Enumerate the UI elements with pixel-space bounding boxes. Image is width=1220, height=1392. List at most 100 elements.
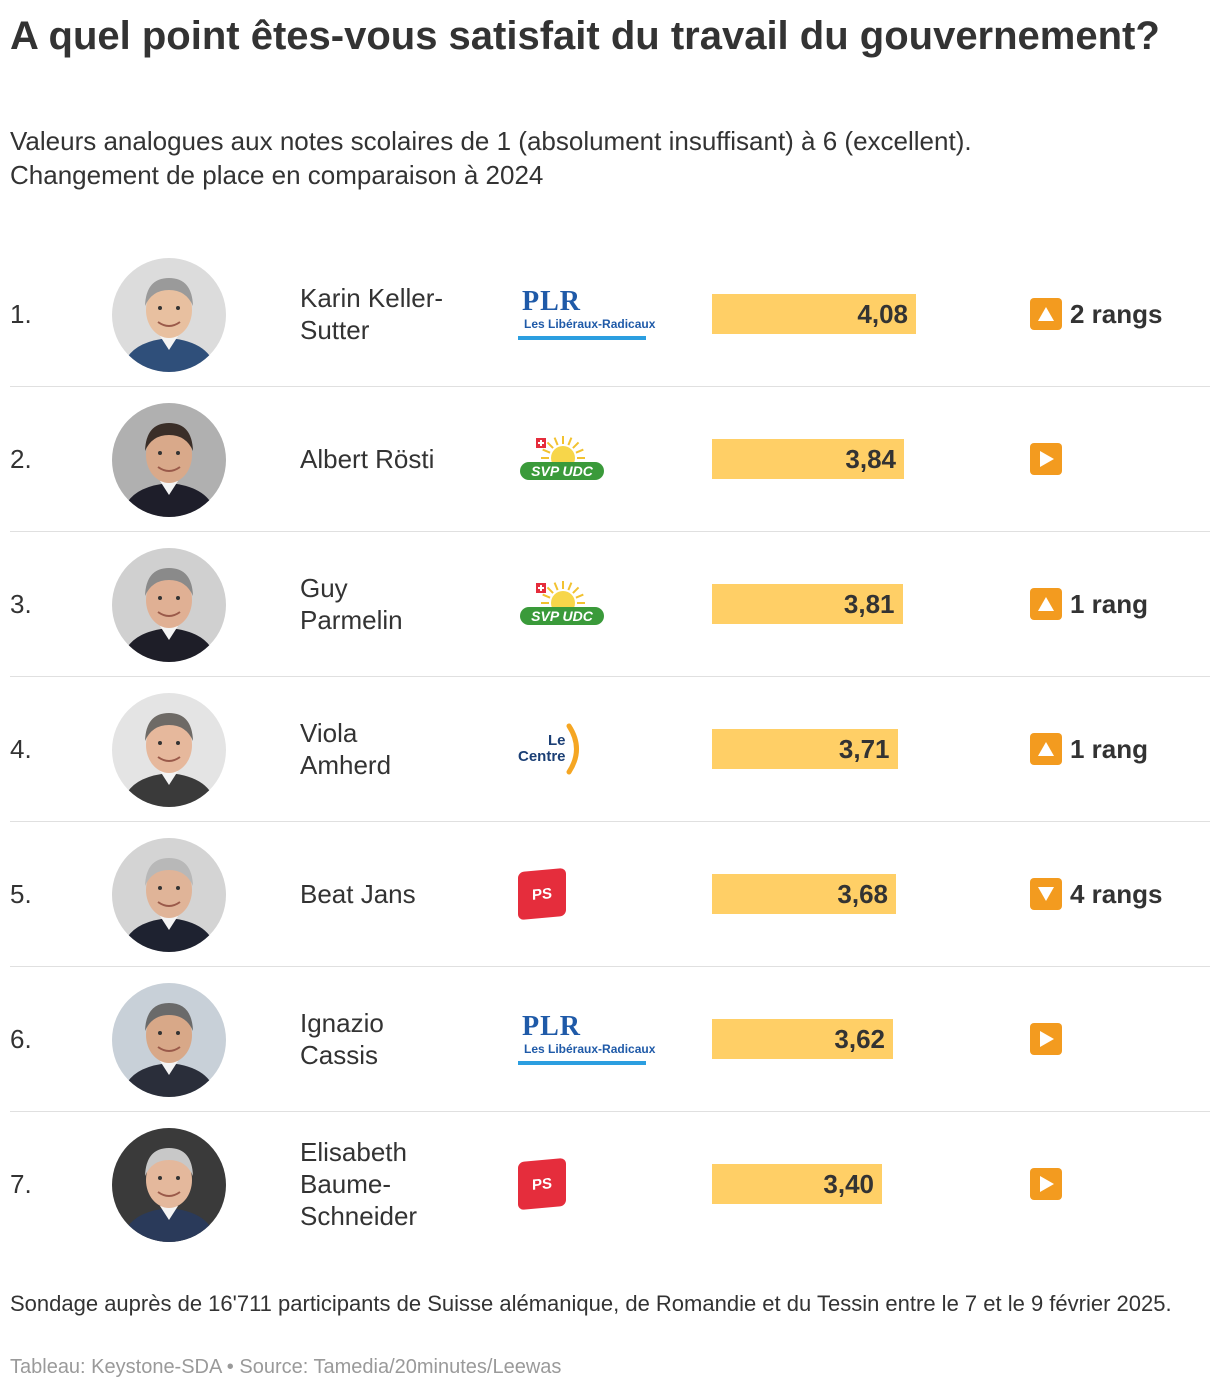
rank-change: 2 rangs xyxy=(1030,242,1163,386)
triangle-shape xyxy=(1040,451,1054,467)
portrait-smile xyxy=(157,321,181,327)
subtitle-line-1: Valeurs analogues aux notes scolaires de… xyxy=(10,126,972,156)
svp-banner xyxy=(520,607,604,625)
score-value-label: 3,81 xyxy=(843,589,895,619)
portrait-illustration xyxy=(112,258,226,372)
triangle-down-icon xyxy=(1038,887,1054,901)
portrait-smile xyxy=(157,611,181,617)
portrait-photo xyxy=(112,693,226,807)
triangle-shape xyxy=(1040,1031,1054,1047)
score-bar: 3,68 xyxy=(712,874,896,914)
triangle-up-icon xyxy=(1038,597,1054,611)
table-row: 4. Viola Amherd Le Centre 3,71 1 rang xyxy=(10,677,1210,822)
politician-name-line: Sutter xyxy=(300,315,370,345)
politician-name-line: Schneider xyxy=(300,1201,418,1231)
centre-logo-line2: Centre xyxy=(518,748,566,765)
change-down-icon xyxy=(1030,878,1062,910)
rank-label: 1. xyxy=(10,299,32,329)
table-row: 3. Guy Parmelin SVP UDC 3,81 1 rang xyxy=(10,532,1210,677)
svp-logo: SVP UDC xyxy=(520,581,604,625)
triangle-shape xyxy=(1040,1176,1054,1192)
portrait-photo xyxy=(112,1128,226,1242)
score-bar: 4,08 xyxy=(712,294,916,334)
portrait-illustration xyxy=(112,838,226,952)
politician-name-line: Elisabeth xyxy=(300,1137,407,1167)
svp-swiss-cross xyxy=(538,440,544,446)
portrait-hair xyxy=(145,423,193,451)
triangle-shape xyxy=(1038,887,1054,901)
portrait-face xyxy=(146,282,192,338)
change-up-icon xyxy=(1030,733,1062,765)
centre-logo: Le Centre xyxy=(518,723,584,775)
portrait-hair xyxy=(145,1148,193,1176)
portrait-eye-left xyxy=(158,1176,162,1180)
party-logo-cell: SVP UDC xyxy=(518,532,668,676)
svp-sun-ray xyxy=(575,593,584,599)
svp-sun-ray xyxy=(572,441,580,449)
change-up-icon xyxy=(1030,588,1062,620)
score-value-label: 3,71 xyxy=(838,734,890,764)
rank-label: 6. xyxy=(10,1024,32,1054)
rank-change xyxy=(1030,387,1062,531)
party-logo-cell: PLR Les Libéraux-Radicaux xyxy=(518,967,668,1111)
portrait-photo xyxy=(112,838,226,952)
portrait-collar xyxy=(160,626,178,640)
centre-arc-stroke xyxy=(566,723,579,775)
portrait-collar xyxy=(160,916,178,930)
rank-change xyxy=(1030,967,1062,1111)
portrait-photo xyxy=(112,983,226,1097)
party-logo-cell: PS xyxy=(518,1112,668,1256)
politician-name: Karin Keller- Sutter xyxy=(300,242,500,386)
svp-sun-ray xyxy=(567,437,573,446)
svp-sun-ray xyxy=(542,448,551,454)
triangle-same-icon xyxy=(1040,1176,1054,1192)
svp-logo-text: SVP UDC xyxy=(531,463,594,479)
portrait-illustration xyxy=(112,548,226,662)
portrait-eye-right xyxy=(176,1031,180,1035)
rank-label: 5. xyxy=(10,879,32,909)
portrait-clothes xyxy=(122,628,216,662)
score-bar: 3,71 xyxy=(712,729,898,769)
score-bar: 3,84 xyxy=(712,439,904,479)
portrait-hair xyxy=(145,1003,193,1031)
plr-logo-sub: Les Libéraux-Radicaux xyxy=(524,317,656,331)
portrait-eye-right xyxy=(176,886,180,890)
portrait-clothes xyxy=(122,483,216,517)
svp-sun-ray xyxy=(542,593,551,599)
change-same-icon xyxy=(1030,443,1062,475)
rank-label: 4. xyxy=(10,734,32,764)
svp-sun-ray xyxy=(546,586,554,594)
svp-logo-text: SVP UDC xyxy=(531,608,594,624)
svp-logo: SVP UDC xyxy=(520,436,604,480)
triangle-shape xyxy=(1038,597,1054,611)
politician-name-line: Viola xyxy=(300,718,358,748)
table-row: 2. Albert Rösti SVP UDC 3,84 xyxy=(10,387,1210,532)
portrait-face xyxy=(146,1007,192,1063)
portrait-eye-right xyxy=(176,741,180,745)
politician-name-line: Cassis xyxy=(300,1040,379,1070)
portrait-collar xyxy=(160,1061,178,1075)
triangle-up-icon xyxy=(1038,307,1054,321)
svp-sun-ray xyxy=(553,582,559,591)
ranking-table: 1. Karin Keller- Sutter PLR Les Libéraux-Rad… xyxy=(10,242,1210,1256)
portrait-hair xyxy=(145,858,193,886)
politician-name: Albert Rösti xyxy=(300,387,500,531)
score-value-label: 3,84 xyxy=(845,444,896,474)
portrait-clothes xyxy=(122,918,216,952)
plr-logo-underline xyxy=(518,336,646,340)
party-logo-cell: SVP UDC xyxy=(518,387,668,531)
politician-name-line: Parmelin xyxy=(300,605,403,635)
centre-logo-text: Le Centre xyxy=(518,733,566,765)
portrait-photo xyxy=(112,258,226,372)
svp-banner xyxy=(520,462,604,480)
score-bar-track: 4,08 xyxy=(712,294,1012,334)
politician-name: Ignazio Cassis xyxy=(300,967,500,1111)
politician-name: Viola Amherd xyxy=(300,677,500,821)
score-value-label: 3,40 xyxy=(823,1169,874,1199)
rank-change-label: 2 rangs xyxy=(1070,298,1163,329)
rank-change: 1 rang xyxy=(1030,532,1148,676)
portrait-collar xyxy=(160,481,178,495)
subtitle-line-2: Changement de place en comparaison à 202… xyxy=(10,160,544,190)
table-row: 1. Karin Keller- Sutter PLR Les Libéraux-Rad… xyxy=(10,242,1210,387)
portrait-illustration xyxy=(112,403,226,517)
